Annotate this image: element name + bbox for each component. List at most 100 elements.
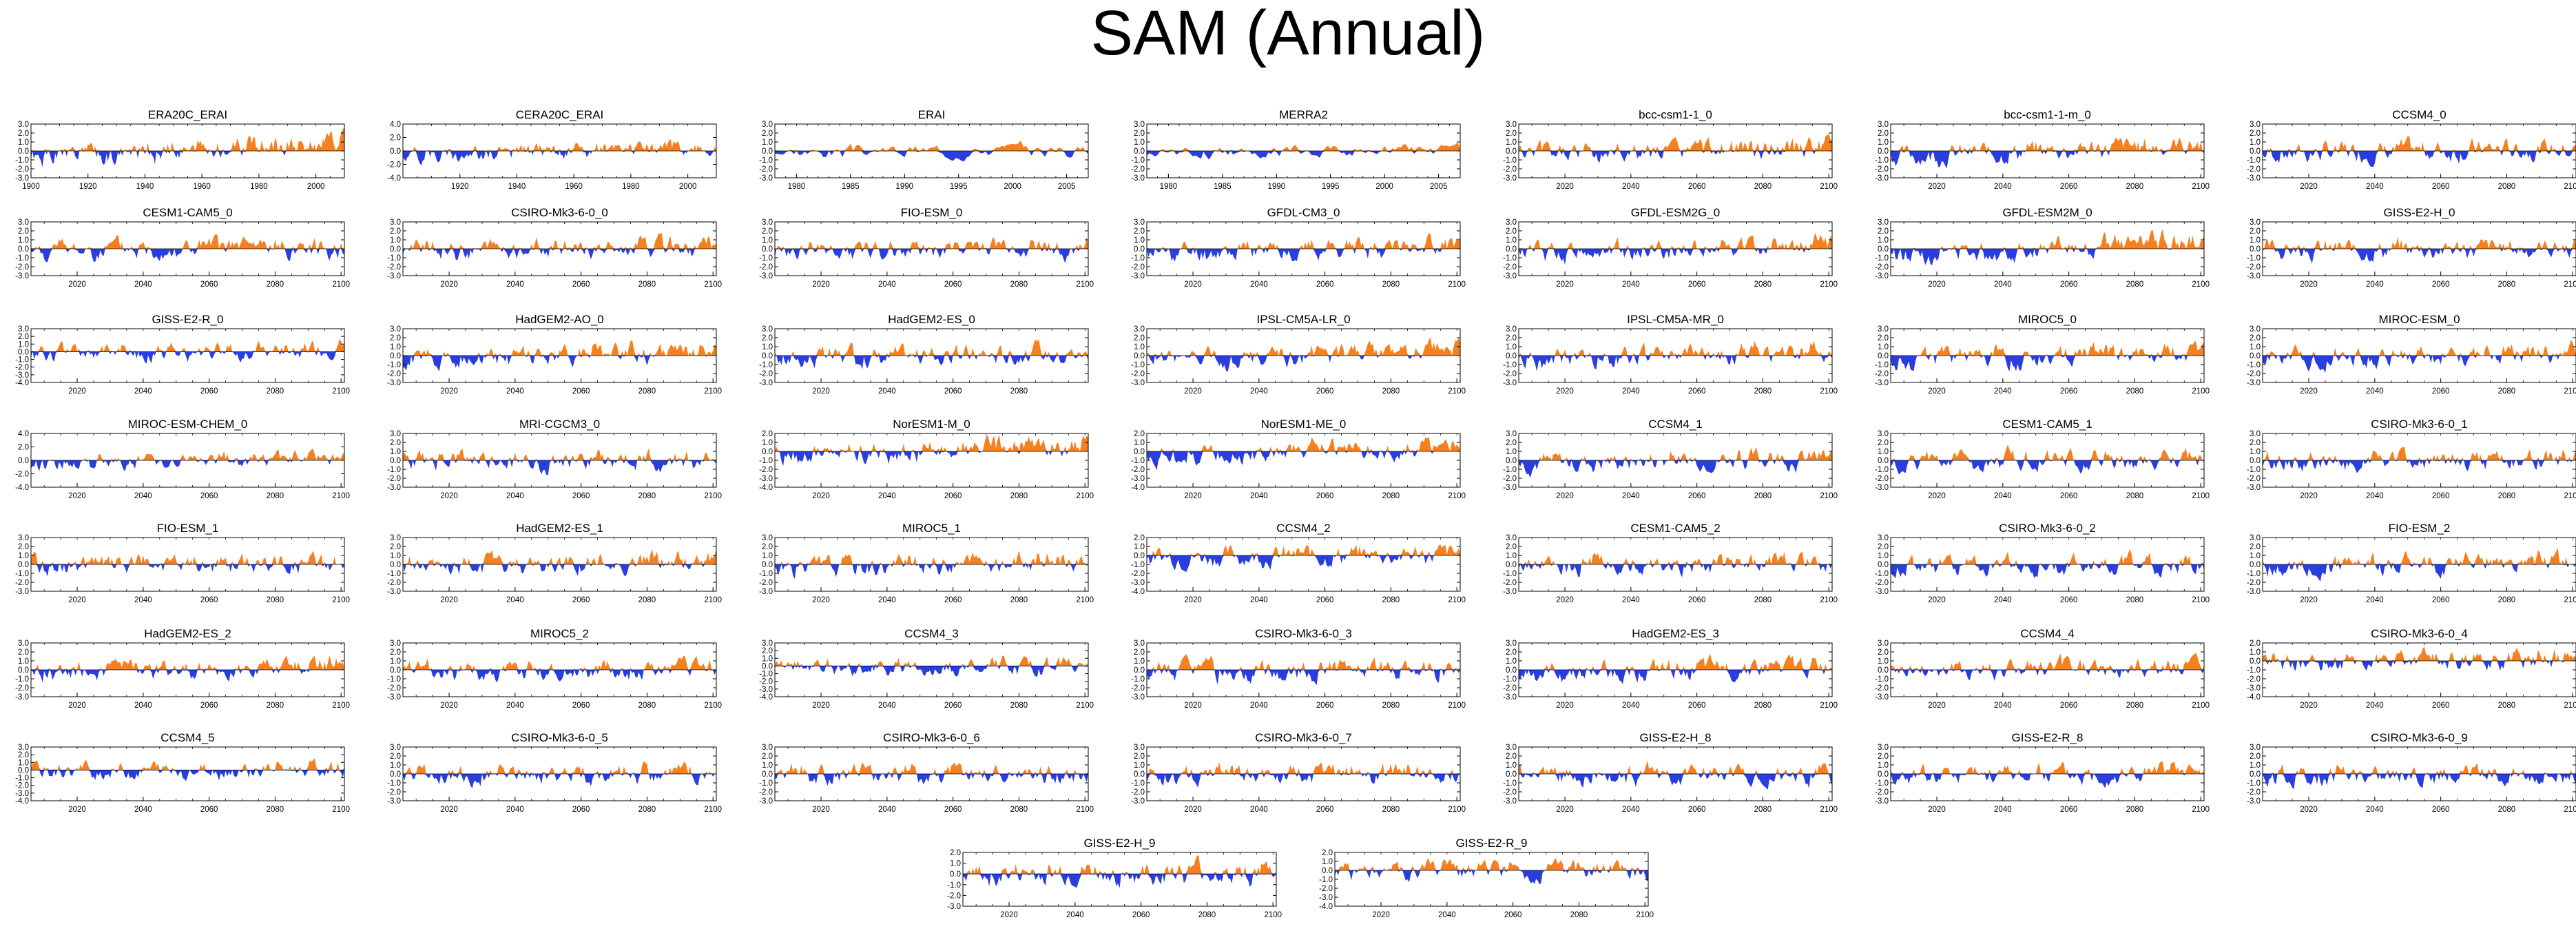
x-tick-label: 2040 — [2366, 387, 2384, 396]
y-tick-label: -3.0 — [15, 693, 29, 702]
x-tick-label: 1960 — [565, 183, 583, 191]
x-tick-label: 2020 — [68, 387, 86, 396]
y-tick-label: -2.0 — [15, 471, 29, 479]
y-tick-label: 1.0 — [18, 236, 29, 245]
panel-title: CSIRO-Mk3-6-0_6 — [883, 731, 980, 744]
x-tick-label: 2060 — [200, 702, 218, 710]
y-tick-label: 1.0 — [390, 236, 401, 245]
y-tick-label: -1.0 — [1875, 675, 1889, 684]
negative-area — [1891, 564, 2204, 578]
negative-area — [403, 564, 716, 577]
y-tick-label: -2.0 — [1131, 570, 1145, 578]
y-tick-label: 1.0 — [1878, 761, 1889, 770]
y-tick-label: 0.0 — [1506, 245, 1517, 254]
x-tick-label: 2020 — [1928, 702, 1946, 710]
x-tick-label: 2040 — [2366, 596, 2384, 604]
positive-area — [1891, 761, 2204, 774]
y-tick-label: 1.0 — [18, 552, 29, 560]
y-tick-label: -2.0 — [2247, 675, 2261, 684]
y-tick-label: 0.0 — [18, 457, 29, 465]
y-tick-label: -1.0 — [15, 356, 29, 365]
x-tick-label: 2020 — [440, 387, 458, 396]
y-tick-label: -2.0 — [1503, 370, 1517, 378]
y-tick-label: -1.0 — [1503, 779, 1517, 788]
chart-panel: MIROC-ESM-CHEM_0 4.0 2.0 0.0 -2.0 -4.0 2020 204… — [0, 418, 350, 507]
y-tick-label: 0.0 — [762, 561, 773, 569]
positive-area — [31, 655, 344, 670]
x-tick-label: 2060 — [1688, 492, 1706, 500]
x-tick-label: 2040 — [506, 806, 524, 814]
x-tick-label: 2100 — [1820, 280, 1838, 289]
y-tick-label: -2.0 — [1131, 466, 1145, 474]
y-tick-label: 2.0 — [1878, 439, 1889, 447]
area-plot: 3.02.01.00.0-1.0-2.0-3.0 2020 2040 2060 2080… — [759, 534, 1094, 604]
x-tick-label: 2020 — [1928, 183, 1946, 191]
y-tick-label: 0.0 — [1506, 770, 1517, 779]
x-tick-label: 2100 — [1076, 702, 1094, 710]
x-tick-label: 2040 — [1994, 492, 2012, 500]
x-tick-label: 2080 — [638, 806, 656, 814]
y-tick-label: 1.0 — [1506, 139, 1517, 147]
x-tick-label: 2080 — [2498, 280, 2516, 289]
chart-panel: bcc-csm1-1_0 3.0 2.0 1.0 0.0 -1.0 -2.0 -3.0 2020… — [1488, 109, 1838, 197]
x-tick-label: 2020 — [440, 702, 458, 710]
y-tick-label: -3.0 — [1131, 797, 1145, 806]
y-tick-label: 1.0 — [18, 340, 29, 349]
panel-title: FIO-ESM_0 — [900, 206, 963, 219]
panel-title: ERA20C_ERAI — [147, 108, 228, 121]
x-tick-label: 2080 — [638, 387, 656, 396]
y-tick-label: 3.0 — [18, 325, 29, 334]
chart-panel: GISS-E2-R_0 3.0 2.0 1.0 0.0 -1.0 -2.0 -3.0 -4.0 2… — [0, 314, 350, 402]
positive-area — [1147, 142, 1460, 151]
y-tick-label: 0.0 — [1134, 770, 1145, 779]
y-tick-label: 3.0 — [1878, 430, 1889, 438]
y-tick-label: -1.0 — [1875, 156, 1889, 165]
chart-panel: CESM1-CAM5_2 3.0 2.0 1.0 0.0 -1.0 -2.0 -3.0 2020… — [1488, 522, 1838, 611]
positive-area — [1519, 551, 1832, 564]
y-tick-label: 2.0 — [18, 648, 29, 657]
x-tick-label: 2040 — [878, 387, 896, 396]
plot-frame — [774, 433, 1089, 488]
x-tick-label: 2080 — [1754, 183, 1772, 191]
x-tick-label: 2080 — [638, 492, 656, 500]
panel-title: GISS-E2-H_9 — [1083, 837, 1156, 850]
y-tick-label: -3.0 — [2247, 272, 2261, 280]
y-tick-label: -1.0 — [1875, 570, 1889, 578]
y-tick-label: -2.0 — [15, 263, 29, 272]
x-tick-label: 2100 — [1820, 492, 1838, 500]
y-tick-label: 2.0 — [390, 334, 401, 342]
y-tick-label: -2.0 — [759, 788, 773, 797]
y-tick-label: -3.0 — [1131, 379, 1145, 387]
positive-area — [775, 339, 1088, 356]
area-plot: 3.02.01.00.0-1.0-2.0-3.0 2020 2040 2060 2080… — [1503, 121, 1838, 191]
x-tick-label: 2020 — [2300, 806, 2318, 814]
y-tick-label: -2.0 — [2247, 370, 2261, 378]
y-tick-label: 0.0 — [1878, 770, 1889, 779]
x-tick-label: 2060 — [1316, 806, 1334, 814]
negative-area — [31, 670, 344, 683]
y-tick-label: -3.0 — [759, 379, 773, 387]
panel-title: CSIRO-Mk3-6-0_7 — [1255, 731, 1352, 744]
chart-panel: NorESM1-M_0 2.0 1.0 0.0 -1.0 -2.0 -3.0 -4.0 2020… — [744, 418, 1094, 507]
y-tick-label: -1.0 — [2247, 466, 2261, 474]
area-plot: 3.02.01.00.0-1.0-2.0-3.0 2020 2040 2060 2080… — [1875, 430, 2210, 500]
panel-title: bcc-csm1-1-m_0 — [2004, 108, 2091, 121]
y-tick-label: -3.0 — [759, 475, 773, 483]
x-tick-label: 2000 — [1004, 183, 1021, 191]
y-tick-label: 2.0 — [1134, 130, 1145, 138]
y-tick-label: -3.0 — [1875, 379, 1889, 387]
panel-title: CCSM4_0 — [2392, 108, 2447, 121]
y-tick-label: 1.0 — [2250, 552, 2261, 560]
x-tick-label: 2060 — [1504, 911, 1522, 919]
y-tick-label: -1.0 — [1131, 361, 1145, 369]
panel-title: CCSM4_5 — [160, 731, 215, 744]
y-tick-label: 3.0 — [762, 744, 773, 752]
y-tick-label: 1.0 — [2250, 343, 2261, 351]
x-tick-label: 2040 — [1994, 596, 2012, 604]
x-tick-label: 2060 — [572, 596, 590, 604]
x-tick-label: 2080 — [2126, 387, 2144, 396]
y-tick-label: 1.0 — [2250, 236, 2261, 245]
panel-title: HadGEM2-ES_1 — [516, 522, 603, 535]
x-tick-label: 2060 — [572, 702, 590, 710]
y-tick-label: -3.0 — [387, 588, 401, 596]
